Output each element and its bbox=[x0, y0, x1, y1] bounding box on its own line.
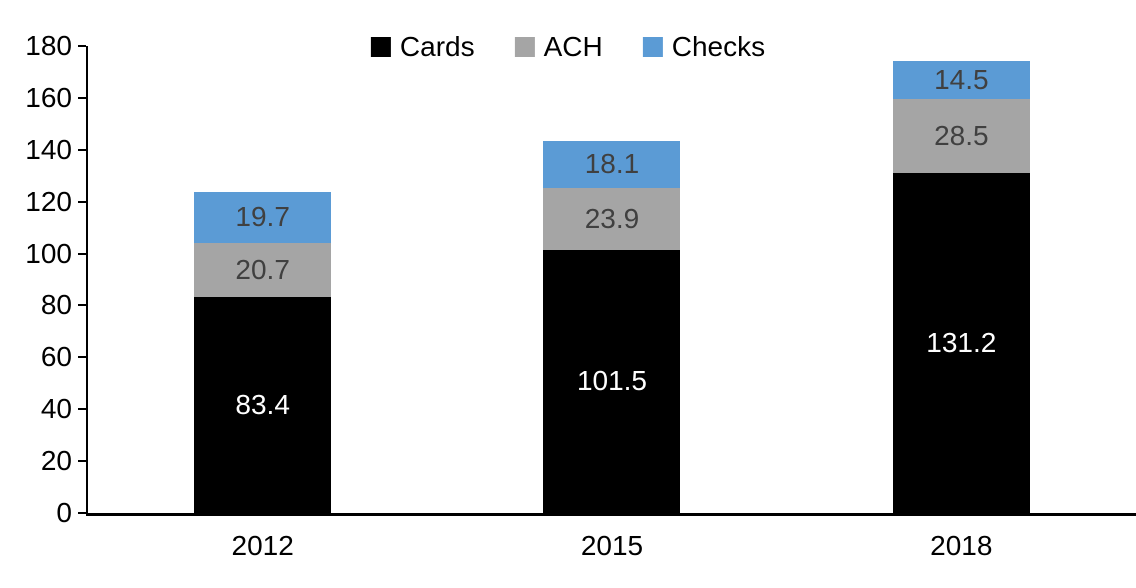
bar-segment-checks-2018: 14.5 bbox=[892, 61, 1030, 99]
y-tick-mark bbox=[78, 408, 86, 411]
segment-value-label: 20.7 bbox=[235, 253, 290, 285]
segment-value-label: 18.1 bbox=[584, 148, 640, 180]
bar-segment-cards-2018: 131.2 bbox=[892, 172, 1030, 513]
legend-swatch-checks bbox=[642, 37, 663, 57]
bar-segment-ach-2012: 20.7 bbox=[194, 242, 332, 297]
x-category-label-2015: 2015 bbox=[580, 530, 644, 561]
bar-segment-checks-2015: 18.1 bbox=[543, 140, 681, 188]
segment-value-label: 28.5 bbox=[934, 119, 989, 151]
segment-value-label: 19.7 bbox=[235, 201, 290, 233]
legend-swatch-ach bbox=[514, 37, 535, 57]
y-tick-mark bbox=[78, 96, 86, 99]
bar-2018: 131.2 28.5 14.5 bbox=[892, 61, 1030, 513]
legend-item-checks: Checks bbox=[642, 31, 766, 62]
y-tick-mark bbox=[78, 200, 86, 203]
x-axis: 2012 2015 2018 bbox=[88, 529, 1136, 563]
segment-value-label: 83.4 bbox=[235, 388, 290, 420]
bar-segment-cards-2012: 83.4 bbox=[194, 296, 332, 513]
bar-segment-checks-2012: 19.7 bbox=[194, 191, 332, 243]
y-tick-label: 40 bbox=[40, 393, 72, 425]
legend-item-cards: Cards bbox=[370, 31, 475, 62]
segment-value-label: 14.5 bbox=[934, 63, 989, 95]
legend-swatch-cards bbox=[370, 37, 391, 57]
y-tick-label: 120 bbox=[25, 185, 72, 217]
y-tick-label: 160 bbox=[25, 81, 72, 113]
bar-segment-cards-2015: 101.5 bbox=[543, 249, 681, 513]
y-tick-label: 100 bbox=[25, 237, 72, 269]
y-tick-mark bbox=[78, 304, 86, 307]
x-category-label-2018: 2018 bbox=[930, 530, 993, 561]
bar-segment-ach-2015: 23.9 bbox=[543, 187, 681, 250]
y-tick-mark bbox=[78, 512, 86, 514]
y-tick-mark bbox=[78, 252, 86, 255]
chart-legend: Cards ACH Checks bbox=[370, 31, 766, 62]
segment-value-label: 101.5 bbox=[576, 365, 648, 397]
x-category-label-2012: 2012 bbox=[231, 530, 294, 561]
bar-2015: 101.5 23.9 18.1 bbox=[543, 140, 681, 513]
y-tick-label: 20 bbox=[40, 445, 72, 477]
y-tick-mark bbox=[78, 356, 86, 359]
y-tick-mark bbox=[78, 45, 86, 47]
y-tick-label: 80 bbox=[40, 289, 72, 321]
y-tick-label: 140 bbox=[25, 133, 72, 165]
plot-area: 83.4 20.7 19.7 101.5 23.9 18.1 131.2 28.5 14.5 bbox=[86, 46, 1136, 516]
y-tick-mark bbox=[78, 460, 86, 463]
segment-value-label: 131.2 bbox=[926, 326, 997, 358]
legend-label: Cards bbox=[399, 31, 475, 62]
y-tick-mark bbox=[78, 148, 86, 151]
legend-item-ach: ACH bbox=[514, 31, 603, 62]
legend-label: Checks bbox=[671, 31, 766, 62]
legend-label: ACH bbox=[543, 31, 603, 62]
bar-2012: 83.4 20.7 19.7 bbox=[194, 191, 332, 513]
y-tick-label: 60 bbox=[40, 341, 72, 373]
y-tick-label: 0 bbox=[56, 497, 72, 528]
segment-value-label: 23.9 bbox=[584, 202, 640, 234]
y-tick-label: 180 bbox=[25, 30, 72, 61]
bar-segment-ach-2018: 28.5 bbox=[892, 98, 1030, 173]
